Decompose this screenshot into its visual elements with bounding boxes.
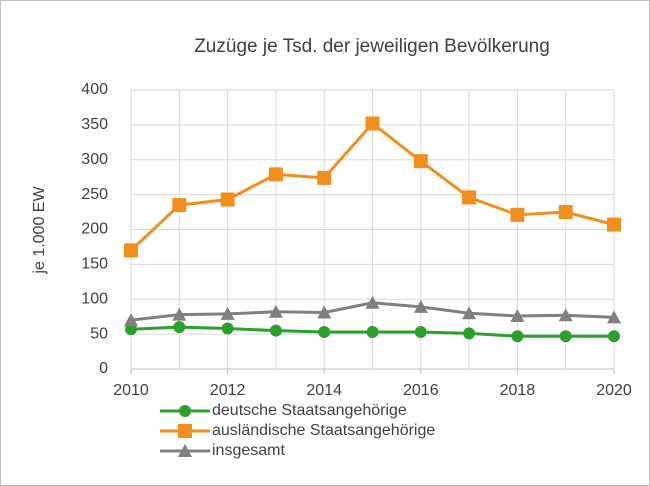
- marker: [268, 167, 283, 182]
- marker: [366, 326, 379, 339]
- marker: [269, 324, 282, 337]
- x-tick-label: 2012: [210, 382, 246, 399]
- marker: [179, 405, 191, 417]
- marker: [221, 322, 234, 335]
- marker: [413, 299, 428, 313]
- y-tick-label: 350: [81, 116, 108, 133]
- marker: [317, 170, 332, 185]
- x-tick-label: 2020: [596, 382, 632, 399]
- marker: [125, 323, 137, 336]
- marker: [558, 205, 573, 220]
- y-tick-label: 300: [81, 151, 108, 168]
- marker: [317, 305, 332, 319]
- marker: [510, 207, 525, 222]
- marker: [559, 330, 572, 343]
- marker: [318, 326, 331, 339]
- legend-label: insgesamt: [212, 442, 285, 459]
- marker: [178, 444, 192, 457]
- y-tick-label: 150: [81, 256, 108, 273]
- marker: [365, 295, 380, 309]
- y-tick-label: 0: [99, 360, 108, 377]
- marker: [124, 313, 138, 327]
- marker: [462, 190, 477, 205]
- chart-title: Zuzüge je Tsd. der jeweiligen Bevölkerun…: [194, 36, 550, 57]
- x-tick-label: 2014: [306, 382, 342, 399]
- marker: [463, 327, 476, 340]
- marker: [268, 304, 283, 318]
- marker: [608, 330, 620, 343]
- x-tick-label: 2016: [403, 382, 439, 399]
- legend-label: deutsche Staatsangehörige: [212, 402, 407, 419]
- y-tick-label: 100: [81, 290, 108, 307]
- y-tick-label: 200: [81, 221, 108, 238]
- y-tick-label: 400: [81, 81, 108, 98]
- marker: [558, 308, 573, 322]
- y-axis-label: je 1.000 EW: [31, 186, 48, 275]
- marker: [172, 307, 187, 321]
- marker: [413, 154, 428, 169]
- x-tick-label: 2010: [113, 382, 149, 399]
- marker: [124, 243, 138, 258]
- marker: [365, 116, 380, 131]
- marker: [511, 330, 524, 343]
- marker: [462, 306, 477, 320]
- marker: [173, 321, 186, 334]
- marker: [607, 217, 621, 232]
- marker: [414, 326, 427, 339]
- y-tick-label: 50: [90, 325, 108, 342]
- legend-label: ausländische Staatsangehörige: [212, 422, 435, 439]
- x-tick-label: 2018: [500, 382, 536, 399]
- marker: [510, 308, 525, 322]
- marker: [607, 310, 621, 324]
- marker: [220, 306, 235, 320]
- marker: [220, 192, 235, 207]
- marker: [178, 424, 192, 438]
- marker: [172, 198, 187, 213]
- y-tick-label: 250: [81, 186, 108, 203]
